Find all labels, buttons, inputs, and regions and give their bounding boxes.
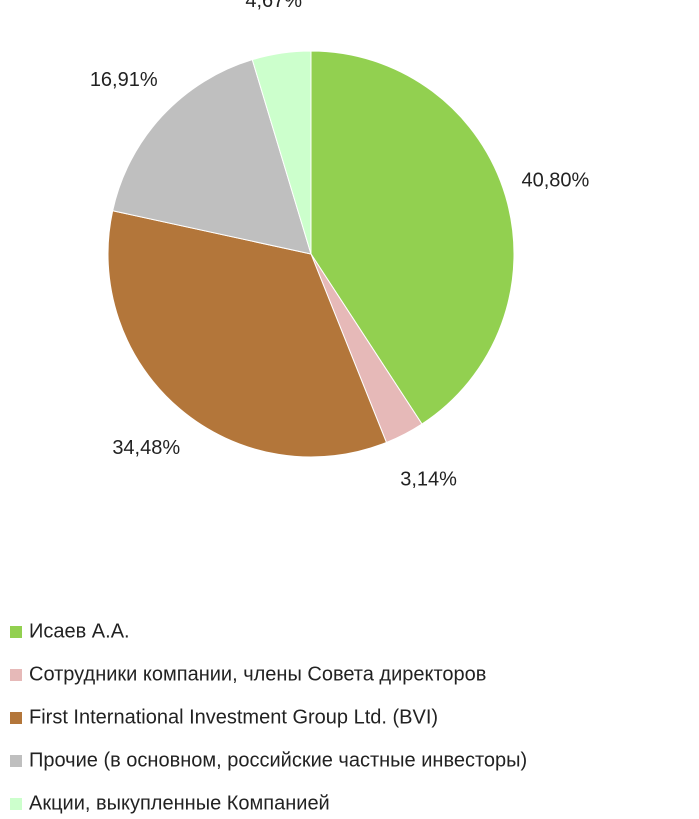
data-label: 3,14% — [400, 469, 457, 491]
legend-label: Исаев А.А. — [29, 620, 130, 642]
pie-slice — [107, 210, 388, 458]
legend-swatch — [10, 626, 22, 638]
legend-label: First International Investment Group Ltd… — [29, 706, 438, 728]
legend-swatch — [10, 669, 22, 681]
legend-swatch — [10, 798, 22, 810]
legend-label: Акции, выкупленные Компанией — [29, 792, 330, 814]
legend-swatch — [10, 712, 22, 724]
data-label: 16,91% — [90, 69, 158, 91]
pie-slice — [310, 50, 515, 425]
legend-label: Сотрудники компании, члены Совета директ… — [29, 663, 486, 685]
pie-slice — [251, 50, 312, 255]
data-label: 40,80% — [522, 170, 590, 192]
data-label: 4,67% — [245, 0, 302, 12]
legend-label: Прочие (в основном, российские частные и… — [29, 749, 527, 771]
pie-slice — [112, 59, 312, 255]
data-label: 34,48% — [112, 437, 180, 459]
legend-swatch — [10, 755, 22, 767]
